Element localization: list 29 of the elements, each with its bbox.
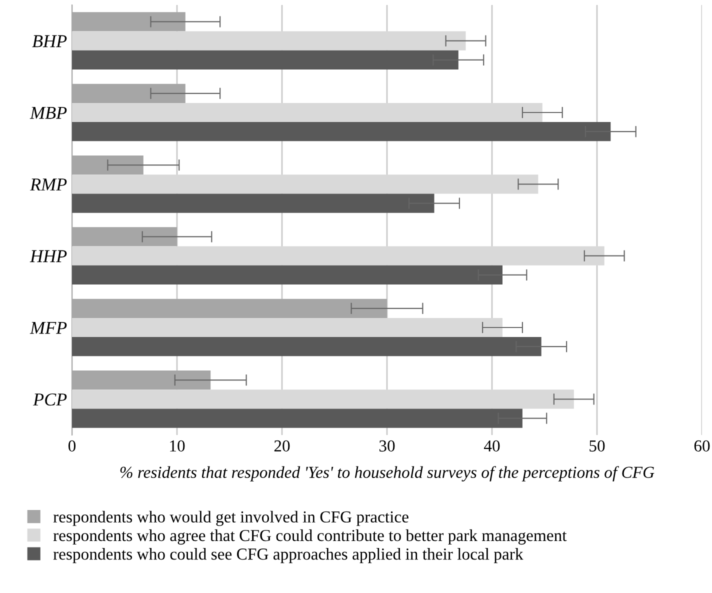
bar xyxy=(72,246,604,266)
bar xyxy=(72,50,458,70)
y-tick-label: RMP xyxy=(30,178,67,190)
bar xyxy=(72,102,542,122)
y-tick-label: PCP xyxy=(32,393,67,406)
bar xyxy=(72,337,542,356)
x-tick-label: 40 xyxy=(484,440,500,452)
y-tick-label: MBP xyxy=(30,106,67,119)
bar xyxy=(72,194,434,213)
x-tick-label: 30 xyxy=(379,440,395,452)
bar xyxy=(72,318,502,338)
y-tick-label: MFP xyxy=(30,322,67,334)
x-axis-title: % residents that responded 'Yes' to household surveys of the perceptions of CFG xyxy=(120,466,654,482)
legend-label: respondents who agree that CFG could contribute to better park management xyxy=(53,529,567,545)
x-tick-label: 60 xyxy=(694,440,710,452)
bar xyxy=(72,265,502,284)
x-tick-label: 10 xyxy=(170,440,185,452)
y-tick-label: BHP xyxy=(32,35,67,48)
x-tick-label: 20 xyxy=(274,440,290,452)
bar xyxy=(72,31,466,50)
bar xyxy=(72,122,611,142)
bar xyxy=(72,174,538,194)
x-tick-label: 0 xyxy=(68,440,76,452)
legend-label: respondents who would get involved in CFG practice xyxy=(53,510,408,526)
y-tick-label: HHP xyxy=(30,250,67,262)
bar xyxy=(72,408,522,428)
legend-label: respondents who could see CFG approaches applied in their local park xyxy=(53,548,524,564)
x-tick-label: 50 xyxy=(590,440,605,452)
bar xyxy=(72,390,574,409)
